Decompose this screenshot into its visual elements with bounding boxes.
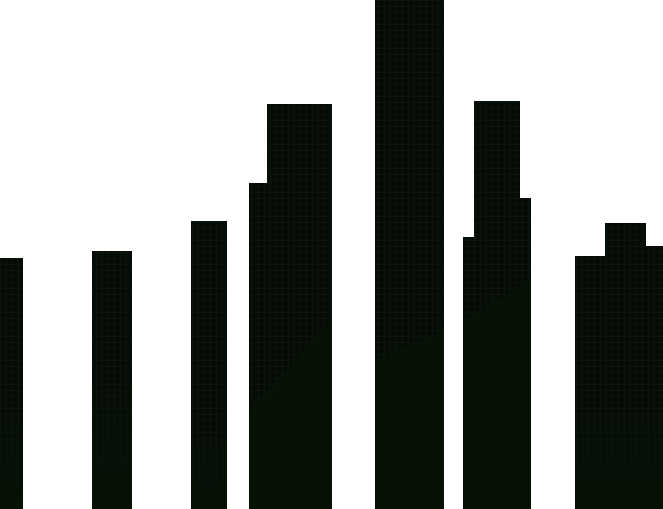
building-4 <box>249 104 332 509</box>
building-2 <box>92 251 132 509</box>
building-6 <box>463 101 531 509</box>
building-5 <box>375 0 444 509</box>
building-1 <box>0 258 23 509</box>
building-7 <box>575 223 663 509</box>
building-3 <box>191 221 227 509</box>
